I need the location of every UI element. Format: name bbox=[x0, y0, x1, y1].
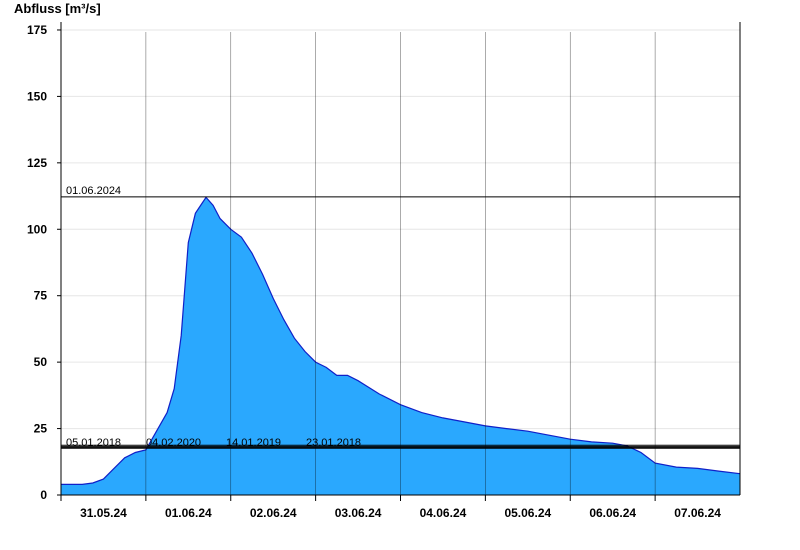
y-tick-label: 75 bbox=[34, 289, 48, 303]
axes: 0 25 50 75 100 125 150 175 31.05.24 01.06.24 02.06… bbox=[27, 22, 741, 520]
day-separator-lines bbox=[145, 32, 656, 495]
y-tick-label: 100 bbox=[27, 222, 47, 236]
x-tick-label: 31.05.24 bbox=[80, 506, 127, 520]
y-tick-label: 0 bbox=[40, 488, 47, 502]
x-tick-label: 05.06.24 bbox=[504, 506, 551, 520]
x-tick-label: 02.06.24 bbox=[250, 506, 297, 520]
reference-line-label: 01.06.2024 bbox=[66, 185, 121, 197]
y-tick-label: 50 bbox=[34, 355, 48, 369]
x-tick-label: 07.06.24 bbox=[674, 506, 721, 520]
y-axis-label: Abfluss [m³/s] bbox=[14, 1, 101, 16]
reference-line-label: 04.02.2020 bbox=[146, 437, 201, 449]
discharge-line bbox=[61, 196, 741, 485]
x-tick-label: 01.06.24 bbox=[165, 506, 212, 520]
y-tick-label: 150 bbox=[27, 89, 47, 103]
y-tick-label: 25 bbox=[34, 422, 48, 436]
x-tick-label: 06.06.24 bbox=[589, 506, 636, 520]
y-tick-label: 125 bbox=[27, 156, 47, 170]
reference-line-label: 23.01.2018 bbox=[306, 437, 361, 449]
reference-line-label: 14.01.2019 bbox=[226, 437, 281, 449]
y-tick-label: 175 bbox=[27, 23, 47, 37]
x-tick-label: 04.06.24 bbox=[420, 506, 467, 520]
x-tick-label: 03.06.24 bbox=[335, 506, 382, 520]
